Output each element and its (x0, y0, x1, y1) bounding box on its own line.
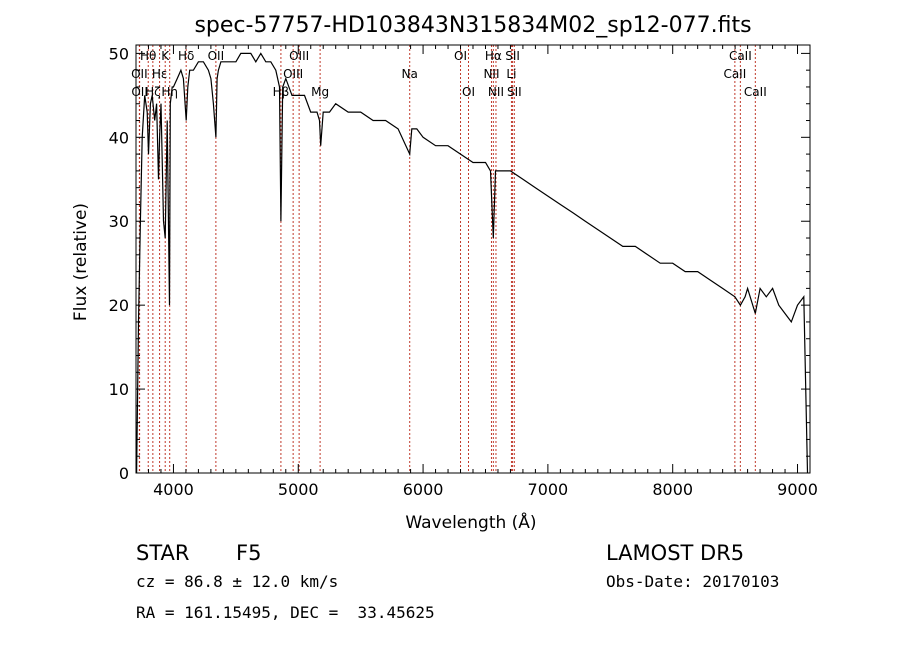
object-class: STAR (136, 541, 190, 565)
y-tick-label: 0 (119, 464, 129, 483)
line-marker-label: Hα (485, 49, 502, 63)
line-marker-label: Hθ (140, 49, 156, 63)
line-marker-label: Li (506, 67, 516, 81)
object-subclass: F5 (236, 541, 262, 565)
line-marker-label: NII (483, 67, 499, 81)
survey-name: LAMOST DR5 (606, 541, 745, 565)
line-marker-label: Hζ (145, 85, 161, 99)
spectrum-series-line (136, 52, 809, 474)
line-marker-label: OIII (283, 67, 303, 81)
y-tick-label: 40 (109, 128, 129, 147)
observation-date: Obs-Date: 20170103 (606, 572, 780, 591)
x-axis: 4000 5000 6000 7000 8000 9000 (147, 45, 818, 499)
y-tick-label: 10 (109, 380, 129, 399)
y-tick-label: 20 (109, 296, 129, 315)
line-marker-label: Hε (152, 67, 168, 81)
line-marker-label: Hβ (273, 85, 290, 99)
line-marker-label: CaII (729, 49, 752, 63)
line-marker-label: OI (454, 49, 467, 63)
line-marker-label: Hη (161, 85, 178, 99)
y-axis-label: Flux (relative) (71, 203, 91, 321)
line-marker-label: OII (208, 49, 225, 63)
line-marker-label: OII (131, 67, 148, 81)
x-axis-label: Wavelength (Å) (405, 511, 536, 533)
line-marker-label: OII (131, 85, 148, 99)
line-marker-label: OIII (289, 49, 309, 63)
x-tick-label: 6000 (403, 480, 444, 499)
x-tick-label: 9000 (777, 480, 818, 499)
line-marker-label: SII (505, 49, 520, 63)
line-marker-label: CaII (744, 85, 767, 99)
y-axis: 0 10 20 30 40 50 (109, 44, 810, 483)
line-marker-label: CaII (723, 67, 746, 81)
line-marker-label: NII (488, 85, 504, 99)
line-marker-label: Hδ (178, 49, 194, 63)
x-tick-label: 5000 (278, 480, 319, 499)
line-marker-label: Na (402, 67, 418, 81)
x-tick-label: 4000 (153, 480, 194, 499)
line-marker-label: K (161, 49, 170, 63)
plot-frame (135, 44, 811, 474)
coordinates: RA = 161.15495, DEC = 33.45625 (136, 603, 435, 622)
line-marker-label: OI (462, 85, 475, 99)
line-markers (138, 45, 756, 473)
redshift-velocity: cz = 86.8 ± 12.0 km/s (136, 572, 339, 591)
x-tick-label: 8000 (652, 480, 693, 499)
line-marker-label: SII (507, 85, 522, 99)
line-marker-label: Mg (311, 85, 329, 99)
line-marker-labels: Hθ OII OII Hε Hζ K Hδ Hη OII OIII OIII Hβ Mg Na OI OI Hα… (131, 49, 767, 99)
y-tick-label: 30 (109, 212, 129, 231)
y-tick-label: 50 (109, 44, 129, 63)
x-tick-label: 7000 (528, 480, 569, 499)
chart-title: spec-57757-HD103843N315834M02_sp12-077.f… (194, 13, 751, 38)
